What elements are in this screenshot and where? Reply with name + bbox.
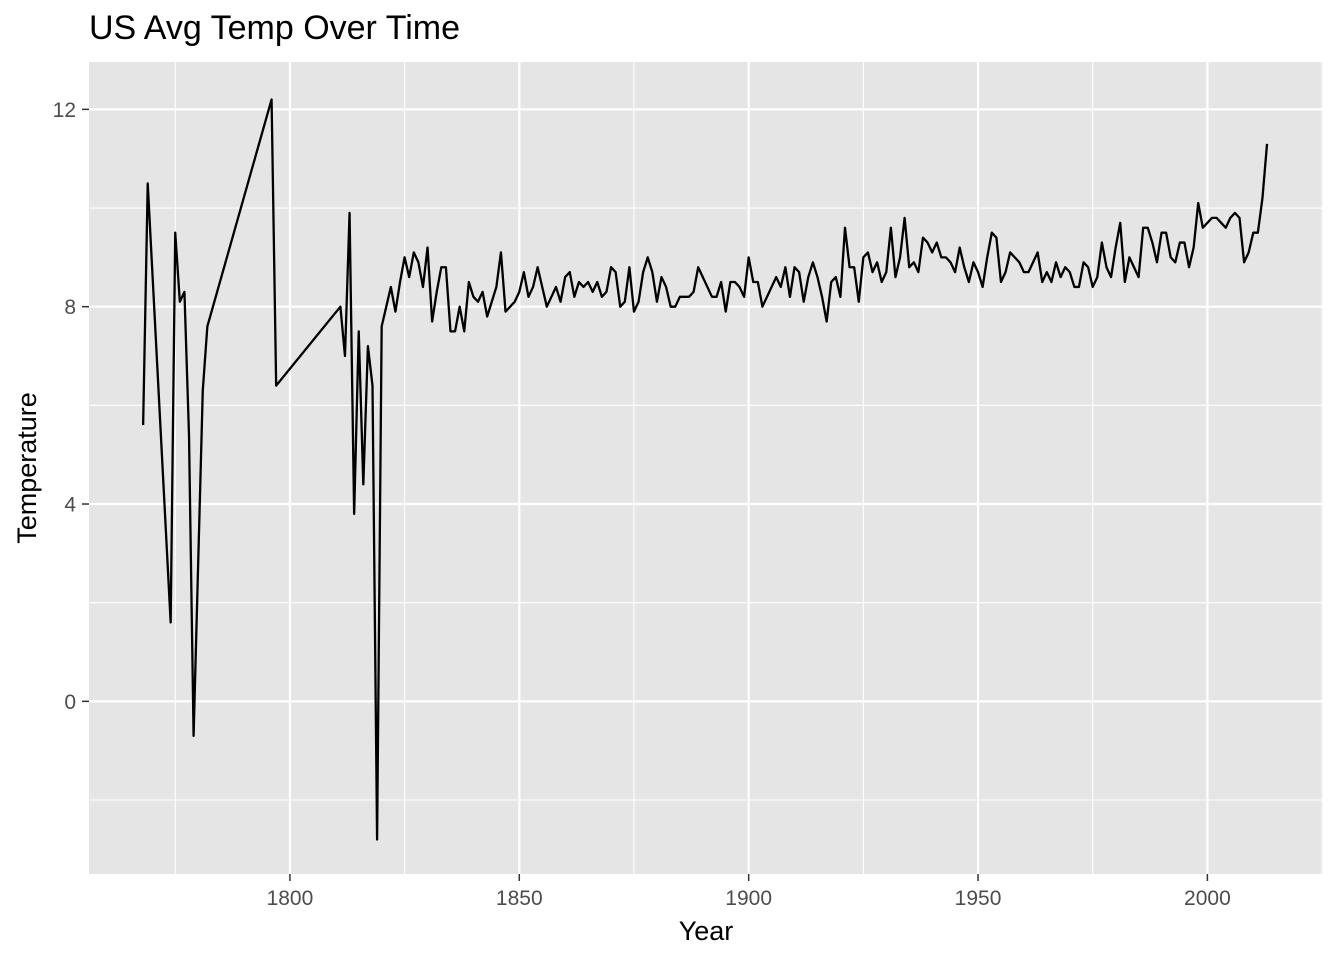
x-axis-title: Year — [679, 916, 734, 946]
y-tick-label: 8 — [64, 296, 76, 319]
chart-title: US Avg Temp Over Time — [89, 9, 460, 47]
x-tick-label: 1850 — [496, 887, 543, 910]
x-tick-label: 2000 — [1184, 887, 1231, 910]
y-tick-label: 0 — [64, 691, 76, 714]
plot-panel — [89, 62, 1323, 874]
y-axis: 0 4 8 12 — [53, 99, 89, 714]
y-tick-label: 12 — [53, 99, 76, 122]
temperature-series-line — [141, 98, 1269, 841]
x-tick-label: 1900 — [725, 887, 772, 910]
y-axis-title: Temperature — [12, 392, 42, 544]
major-gridlines — [89, 62, 1323, 874]
x-tick-label: 1950 — [955, 887, 1002, 910]
x-tick-label: 1800 — [267, 887, 314, 910]
minor-gridlines — [89, 62, 1323, 874]
x-axis: 1800 1850 1900 1950 2000 — [267, 874, 1231, 910]
y-tick-label: 4 — [64, 494, 76, 517]
